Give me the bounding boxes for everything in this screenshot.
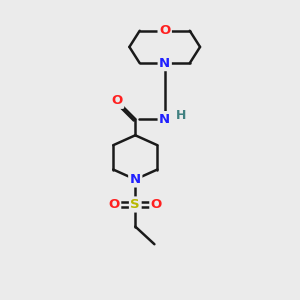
Text: O: O bbox=[111, 94, 123, 107]
Text: N: N bbox=[159, 57, 170, 70]
Text: N: N bbox=[130, 173, 141, 186]
Text: H: H bbox=[176, 109, 186, 122]
Text: S: S bbox=[130, 198, 140, 211]
Text: O: O bbox=[109, 198, 120, 211]
Text: N: N bbox=[159, 112, 170, 126]
Text: O: O bbox=[151, 198, 162, 211]
Text: O: O bbox=[159, 24, 170, 37]
